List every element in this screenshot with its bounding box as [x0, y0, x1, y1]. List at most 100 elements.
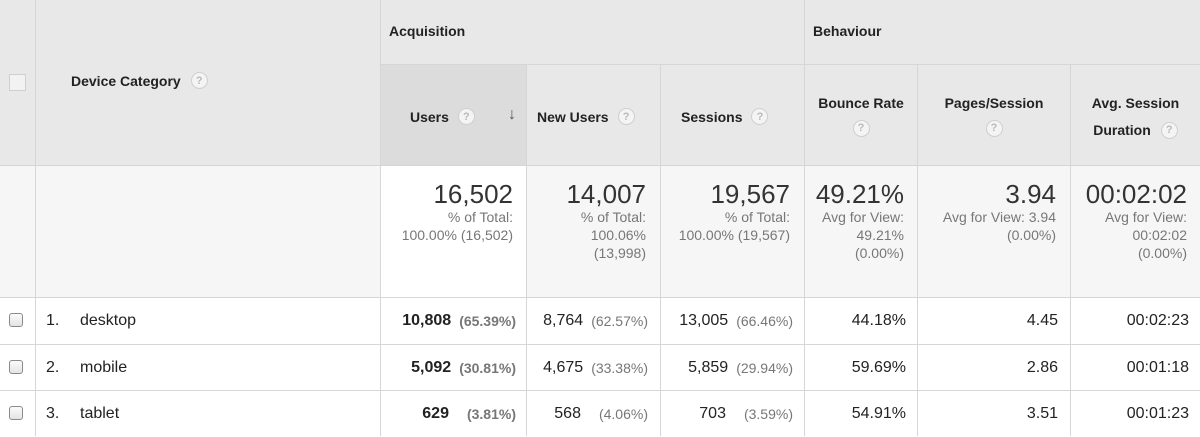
divider — [35, 0, 36, 436]
users-cell: 10,808 (65.39%) — [380, 298, 516, 344]
row-index: 2. — [46, 359, 60, 376]
pages-session-cell: 4.45 — [1026, 312, 1058, 329]
users-header-sorted-bg — [380, 65, 526, 165]
device-category-header[interactable]: Device Category ? — [71, 72, 208, 89]
sessions-cell: 5,859 (29.94%) — [661, 345, 793, 391]
avg-duration-cell: 00:02:23 — [1126, 312, 1189, 329]
new-users-header-label: New Users — [537, 108, 609, 125]
totals-bounce-rate-sub2: 49.21% — [856, 227, 904, 243]
device-link[interactable]: mobile — [80, 359, 128, 376]
divider — [1070, 65, 1071, 436]
divider — [0, 297, 1200, 298]
users-column-header[interactable]: Users ? — [410, 108, 475, 125]
avg-duration-cell: 00:01:18 — [1126, 359, 1189, 376]
totals-sessions-sub2: 100.00% (19,567) — [678, 227, 790, 243]
users-cell: 629 (3.81%) — [380, 391, 516, 437]
sessions-percent: (3.59%) — [743, 406, 793, 422]
sessions-value: 703 — [699, 405, 726, 422]
totals-bounce-rate-sub3: (0.00%) — [854, 245, 904, 261]
users-value: 5,092 — [411, 359, 452, 376]
behaviour-group-header: Behaviour — [813, 23, 882, 39]
new-users-cell: 8,764 (62.57%) — [527, 298, 648, 344]
divider — [804, 0, 805, 436]
bounce-rate-column-header[interactable]: Bounce Rate ? — [805, 94, 917, 137]
users-cell: 5,092 (30.81%) — [380, 345, 516, 391]
device-link[interactable]: desktop — [80, 312, 137, 329]
pages-session-cell: 3.51 — [1026, 405, 1058, 422]
totals-pages-session-cell: 3.94 Avg for View: 3.94 (0.00%) — [918, 180, 1056, 244]
users-percent: (65.39%) — [459, 313, 516, 329]
totals-pages-session-sub2: (0.00%) — [1006, 227, 1056, 243]
help-icon[interactable]: ? — [751, 108, 769, 125]
sessions-percent: (66.46%) — [736, 313, 793, 329]
bounce-rate-cell: 44.18% — [851, 312, 906, 329]
new-users-percent: (33.38%) — [591, 360, 648, 376]
pages-session-column-header[interactable]: Pages/Session ? — [918, 94, 1070, 137]
totals-avg-duration-cell: 00:02:02 Avg for View: 00:02:02 (0.00%) — [1071, 180, 1187, 262]
device-category-label: Device Category — [71, 72, 181, 89]
totals-pages-session-sub1: Avg for View: 3.94 — [942, 209, 1056, 225]
device-link[interactable]: tablet — [80, 405, 120, 422]
totals-avg-duration-sub1: Avg for View: — [1105, 209, 1187, 225]
sessions-value: 13,005 — [679, 312, 729, 329]
divider — [0, 344, 1200, 345]
avg-session-header-line1: Avg. Session — [1091, 95, 1180, 111]
totals-pages-session-value: 3.94 — [1005, 179, 1056, 209]
totals-new-users-sub1: % of Total: — [580, 209, 646, 225]
help-icon[interactable]: ? — [852, 119, 870, 137]
divider — [660, 65, 661, 436]
totals-row — [0, 166, 1200, 297]
new-users-percent: (4.06%) — [598, 406, 648, 422]
totals-users-value: 16,502 — [433, 179, 513, 209]
sessions-cell: 703 (3.59%) — [661, 391, 793, 437]
avg-session-duration-column-header[interactable]: Avg. Session Duration ? — [1071, 94, 1200, 142]
sessions-value: 5,859 — [688, 359, 729, 376]
pages-session-cell: 2.86 — [1026, 359, 1058, 376]
select-all-checkbox[interactable] — [9, 74, 26, 91]
row-checkbox[interactable] — [9, 360, 23, 374]
totals-sessions-cell: 19,567 % of Total: 100.00% (19,567) — [661, 180, 790, 244]
totals-sessions-sub1: % of Total: — [724, 209, 790, 225]
new-users-column-header[interactable]: New Users ? — [537, 108, 635, 125]
totals-new-users-value: 14,007 — [566, 179, 646, 209]
row-checkbox[interactable] — [9, 313, 23, 327]
divider — [0, 165, 1200, 166]
users-header-label: Users — [410, 108, 449, 125]
bounce-rate-cell: 59.69% — [851, 359, 906, 376]
totals-avg-duration-value: 00:02:02 — [1085, 179, 1187, 209]
divider — [380, 64, 1200, 65]
totals-users-cell: 16,502 % of Total: 100.00% (16,502) — [380, 180, 513, 244]
sessions-percent: (29.94%) — [736, 360, 793, 376]
help-icon[interactable]: ? — [190, 72, 208, 89]
totals-new-users-cell: 14,007 % of Total: 100.06% (13,998) — [527, 180, 646, 262]
totals-new-users-sub2: 100.06% — [590, 227, 646, 243]
totals-avg-duration-sub2: 00:02:02 — [1132, 227, 1188, 243]
totals-users-sub1: % of Total: — [447, 209, 513, 225]
row-checkbox[interactable] — [9, 406, 23, 420]
new-users-cell: 568 (4.06%) — [527, 391, 648, 437]
help-icon[interactable]: ? — [985, 119, 1003, 137]
totals-users-sub2: 100.00% (16,502) — [401, 227, 513, 243]
new-users-value: 568 — [554, 405, 581, 422]
avg-session-header-line2: Duration — [1093, 122, 1151, 138]
divider — [0, 390, 1200, 391]
row-index: 1. — [46, 312, 60, 329]
new-users-value: 4,675 — [543, 359, 584, 376]
sessions-column-header[interactable]: Sessions ? — [681, 108, 769, 125]
totals-new-users-sub3: (13,998) — [593, 245, 646, 261]
help-icon[interactable]: ? — [617, 108, 635, 125]
divider — [526, 65, 527, 436]
totals-sessions-value: 19,567 — [710, 179, 790, 209]
users-percent: (30.81%) — [459, 360, 516, 376]
sort-descending-icon[interactable]: ↓ — [508, 106, 516, 123]
totals-bounce-rate-value: 49.21% — [815, 179, 904, 209]
new-users-percent: (62.57%) — [591, 313, 648, 329]
users-value: 10,808 — [402, 312, 452, 329]
new-users-cell: 4,675 (33.38%) — [527, 345, 648, 391]
row-index: 3. — [46, 405, 60, 422]
help-icon[interactable]: ? — [1160, 121, 1178, 139]
totals-bounce-rate-cell: 49.21% Avg for View: 49.21% (0.00%) — [805, 180, 904, 262]
bounce-rate-header-label: Bounce Rate — [818, 95, 904, 111]
help-icon[interactable]: ? — [457, 108, 475, 125]
